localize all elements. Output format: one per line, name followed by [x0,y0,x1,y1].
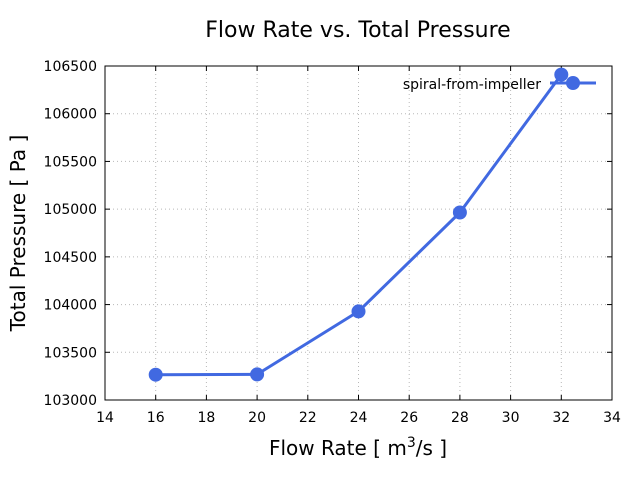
series-points [148,67,569,382]
y-tick-label: 106500 [44,59,97,75]
x-tick-label: 32 [552,410,570,426]
legend-marker [566,76,580,90]
y-tick-label: 105500 [44,154,97,170]
data-point [250,367,265,382]
x-tick-labels: 14 16 18 20 22 24 26 28 30 32 34 [96,410,621,426]
y-axis-label: Total Pressure [ Pa ] [6,135,30,333]
x-tick-label: 34 [603,410,621,426]
y-tick-labels: 103000 103500 104000 104500 105000 105500 1060… [44,59,97,409]
y-tick-label: 104000 [44,298,97,314]
y-tick-label: 104500 [44,250,97,266]
x-axis-label-superscript: 3 [407,435,416,451]
legend: spiral-from-impeller [403,76,596,93]
y-tick-label: 103000 [44,393,97,409]
x-tick-label: 26 [400,410,418,426]
x-axis-label-prefix: Flow Rate [ m [269,436,407,460]
x-tick-label: 28 [451,410,469,426]
series-spiral-from-impeller [148,67,569,382]
y-tick-label: 103500 [44,345,97,361]
x-tick-label: 22 [299,410,317,426]
x-tick-label: 16 [147,410,165,426]
x-axis-label-suffix: /s ] [416,436,447,460]
ticks [104,65,613,401]
x-tick-label: 20 [248,410,266,426]
x-tick-label: 14 [96,410,114,426]
y-tick-label: 106000 [44,107,97,123]
x-tick-label: 24 [350,410,368,426]
chart-title: Flow Rate vs. Total Pressure [205,18,510,43]
x-tick-label: 18 [197,410,215,426]
plot-frame [104,65,613,401]
data-point [148,367,163,382]
x-tick-label: 30 [502,410,520,426]
legend-label: spiral-from-impeller [403,77,541,93]
grid [104,65,613,401]
x-axis-label: Flow Rate [ m3/s ] [269,435,447,460]
series-line [155,73,563,377]
y-tick-label: 105000 [44,202,97,218]
data-point [554,67,569,82]
data-point [452,205,467,220]
data-point [351,304,366,319]
